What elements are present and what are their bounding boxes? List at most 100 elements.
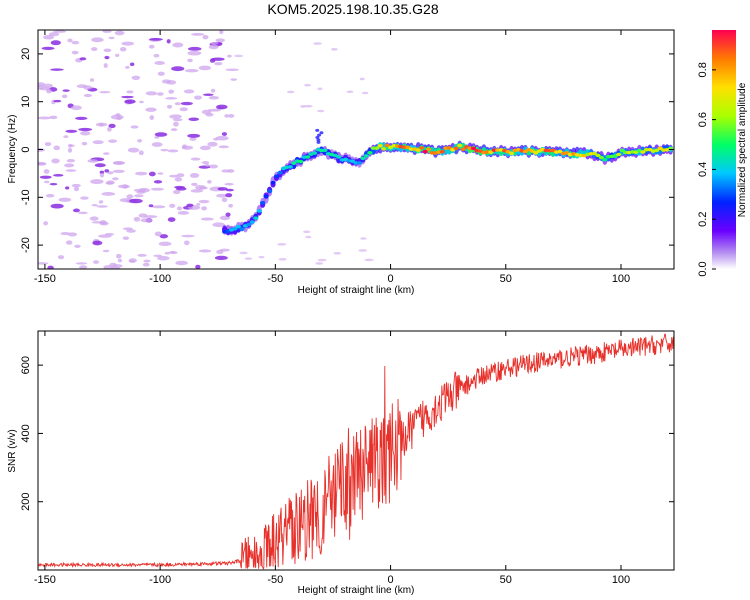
noise-speckle [212,222,226,228]
noise-speckle [189,137,197,141]
noise-speckle [219,30,224,35]
spectrogram-x-tick-label: -100 [149,273,171,285]
ridge-cell [263,194,269,199]
noise-speckle [98,234,112,238]
noise-speckle [176,173,185,178]
noise-speckle [221,169,231,173]
noise-speckle [175,260,188,266]
noise-speckle [195,264,201,269]
noise-speckle [80,196,89,200]
noise-speckle [189,173,200,178]
noise-speckle [181,234,195,238]
ridge-cell [316,140,321,144]
ridge-cell [374,146,380,150]
noise-speckle [208,164,219,169]
noise-speckle [137,253,147,257]
noise-speckle [305,235,312,239]
noise-speckle [91,37,104,43]
noise-speckle [129,198,143,204]
noise-speckle [38,162,46,165]
noise-speckle [138,150,144,156]
noise-speckle [71,40,80,45]
noise-speckle [199,186,208,190]
ridge-cell [256,209,262,213]
noise-speckle [115,113,121,117]
noise-speckle [148,44,155,49]
noise-speckle [83,93,93,98]
noise-speckle [167,149,179,153]
ridge-cell [422,149,428,154]
noise-speckle [188,46,202,51]
ridge-cell [640,150,646,154]
noise-speckle [74,244,81,248]
noise-speckle [190,157,201,161]
colorbar: 0.0 0.2 0.4 0.6 0.8 Normalized spectral ampl… [697,30,748,277]
colorbar-tick-label: 0.4 [697,162,709,177]
noise-speckle [103,48,112,53]
noise-speckle [83,85,93,90]
ridge-cell [654,148,660,153]
noise-speckle [38,85,45,90]
noise-speckle [104,169,110,173]
noise-speckle [60,232,70,236]
noise-speckle [154,231,162,237]
noise-speckle [130,125,139,129]
snr-x-tick-label: -150 [34,574,56,586]
noise-speckle [317,87,323,91]
noise-speckle [39,175,52,179]
noise-speckle [139,100,144,104]
noise-speckle [188,117,200,121]
ridge-cell [415,148,421,152]
snr-x-tick-label: 50 [500,574,512,586]
noise-speckle [277,243,287,246]
noise-speckle [159,234,169,239]
ridge-cell [260,201,266,205]
noise-speckle [202,93,214,96]
spectrogram-x-tick-label: -50 [267,273,283,285]
noise-speckle [44,141,52,147]
noise-speckle [108,123,116,129]
noise-speckle [221,197,228,203]
noise-speckle [157,172,164,175]
noise-speckle [153,53,160,58]
noise-speckle [125,65,130,69]
noise-speckle [315,262,324,265]
noise-speckle [68,144,75,147]
spectrogram-y-tick-label: 0 [20,146,32,152]
noise-speckle [65,169,77,172]
noise-speckle [172,42,184,48]
noise-speckle [230,78,238,81]
noise-speckle [225,212,231,217]
noise-speckle [77,211,88,215]
colorbar-axis: 0.0 0.2 0.4 0.6 0.8 [697,62,716,277]
ridge-cell [232,227,238,231]
noise-speckle [75,116,88,121]
ridge-cell [239,227,245,231]
noise-speckle [75,262,88,265]
noise-speckle [43,35,55,40]
noise-speckle [313,42,322,45]
noise-speckle [204,163,210,167]
noise-speckle [117,258,123,263]
noise-speckle [50,203,64,209]
noise-speckle [43,83,53,89]
noise-speckle [126,90,134,94]
noise-speckle [122,227,133,231]
ridge-cell [367,150,373,155]
noise-speckle [210,41,219,45]
noise-speckle [145,107,157,112]
noise-speckle [244,257,253,260]
noise-speckle [133,194,144,198]
noise-speckle [41,46,55,51]
spectrogram-x-tick-label: 100 [612,273,630,285]
noise-speckle [110,266,121,269]
ridge-cell [446,146,452,150]
ridge-cell [315,136,320,140]
noise-speckle [207,180,212,184]
snr-x-axis: -150 -100 -50 0 50 100 [34,331,630,586]
noise-speckle [129,62,135,67]
noise-speckle [124,99,136,104]
noise-speckle [73,208,80,213]
noise-speckle [221,132,228,136]
noise-speckle [145,91,158,96]
